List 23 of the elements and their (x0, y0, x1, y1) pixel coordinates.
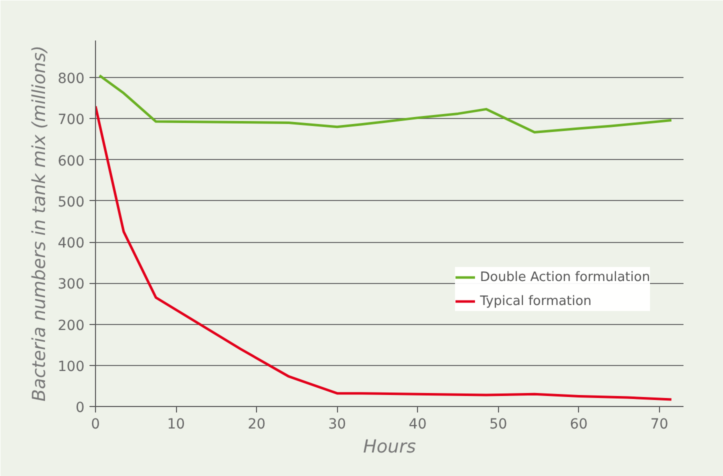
y-tick-label: 800 (58, 71, 85, 88)
y-tick-label: 400 (58, 236, 85, 252)
x-tick-label: 50 (489, 416, 508, 432)
y-tick-label: 700 (58, 112, 85, 128)
y-tick-label: 100 (58, 358, 85, 375)
x-tick-label: 60 (570, 416, 588, 432)
line-series (98, 74, 673, 134)
x-tick-label: 70 (650, 416, 668, 432)
y-tick-label: 0 (76, 400, 85, 416)
x-tick-label: 40 (408, 416, 427, 432)
line-series (96, 105, 673, 401)
x-axis-title: Hours (363, 436, 416, 458)
y-tick-label: 300 (58, 276, 85, 293)
y-tick-label: 200 (58, 318, 85, 334)
x-tick-label: 0 (91, 416, 100, 432)
x-tick-label: 20 (248, 416, 266, 432)
y-axis-title: Bacteria numbers in tank mix (millions) (28, 46, 50, 402)
y-tick-label: 500 (58, 194, 85, 210)
y-tick-label: 600 (58, 153, 85, 170)
legend-label: Typical formation (480, 294, 592, 308)
legend-label: Double Action formulation (480, 270, 650, 284)
x-tick-label: 10 (167, 416, 185, 432)
x-tick-label: 30 (328, 416, 346, 432)
